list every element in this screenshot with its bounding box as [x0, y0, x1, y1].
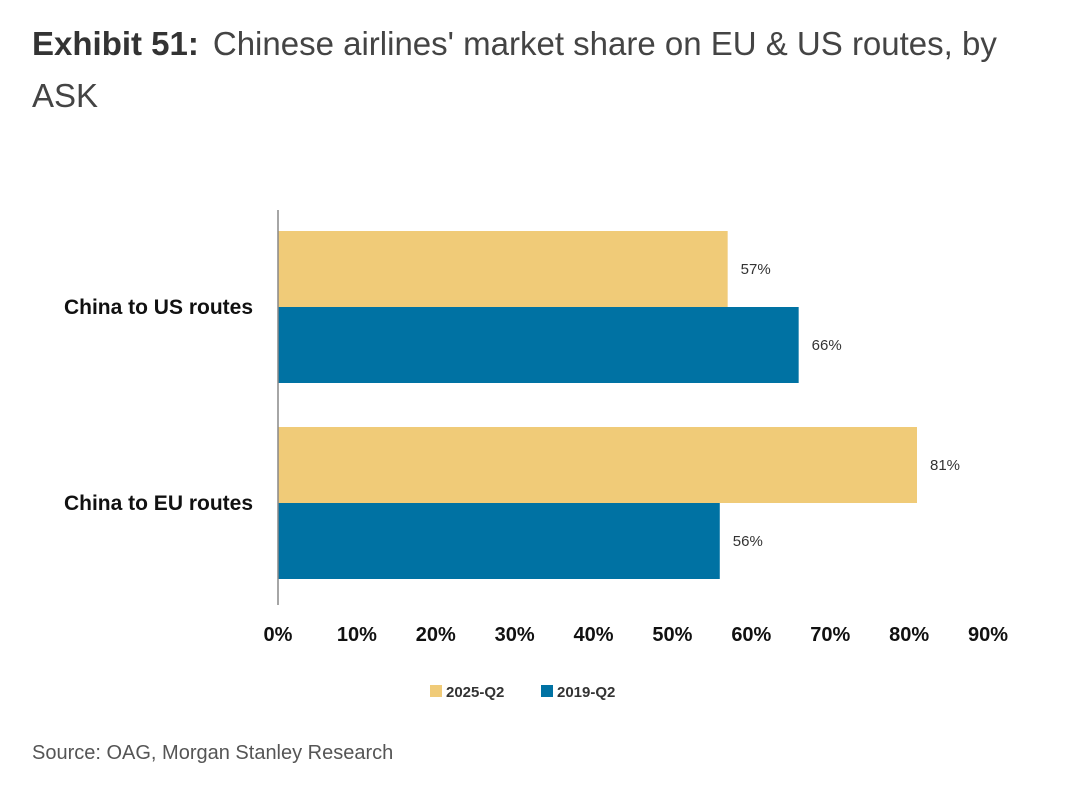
- x-tick-label: 0%: [264, 624, 293, 646]
- data-label: 66%: [812, 337, 842, 354]
- x-tick-label: 30%: [495, 624, 535, 646]
- legend-swatch: [430, 685, 442, 697]
- x-tick-label: 40%: [574, 624, 614, 646]
- x-tick-label: 90%: [968, 624, 1008, 646]
- category-label: China to US routes: [64, 296, 253, 319]
- legend-label: 2019-Q2: [557, 684, 615, 701]
- x-tick-label: 80%: [889, 624, 929, 646]
- bar-2025-Q2-0: [278, 231, 728, 307]
- x-tick-label: 60%: [731, 624, 771, 646]
- x-tick-label: 10%: [337, 624, 377, 646]
- category-label: China to EU routes: [64, 492, 253, 515]
- exhibit-number: Exhibit 51:: [32, 25, 199, 62]
- data-label: 56%: [733, 533, 763, 550]
- x-tick-label: 20%: [416, 624, 456, 646]
- legend-label: 2025-Q2: [446, 684, 504, 701]
- chart-title: Exhibit 51: Chinese airlines' market shar…: [32, 18, 1042, 122]
- bar-chart: 57% 66% China to US routes 81% 56% China to E…: [64, 210, 1008, 701]
- legend-swatch: [541, 685, 553, 697]
- x-tick-label: 50%: [652, 624, 692, 646]
- exhibit-title: Chinese airlines' market share on EU & U…: [32, 25, 997, 114]
- x-tick-label: 70%: [810, 624, 850, 646]
- bar-2025-Q2-1: [278, 427, 917, 503]
- bar-2019-Q2-0: [278, 307, 799, 383]
- data-label: 57%: [741, 261, 771, 278]
- data-label: 81%: [930, 457, 960, 474]
- bar-2019-Q2-1: [278, 503, 720, 579]
- source-note: Source: OAG, Morgan Stanley Research: [32, 742, 394, 764]
